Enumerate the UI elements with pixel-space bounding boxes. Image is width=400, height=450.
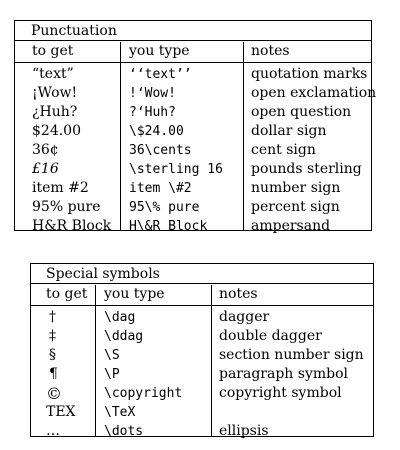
cell-you-type: H\&R Block: [129, 219, 208, 234]
table-row: © \copyright copyright symbol: [31, 384, 373, 403]
cell-notes: copyright symbol: [219, 385, 342, 401]
cell-to-get: ©: [46, 384, 62, 403]
table-header-row: to get you type notes: [31, 285, 373, 306]
cell-you-type: \sterling 16: [129, 162, 223, 177]
table-row: TEX \TeX: [31, 403, 373, 422]
cell-to-get: 36¢: [32, 142, 59, 158]
cell-to-get: £16: [32, 161, 59, 177]
cell-you-type: ?‘Huh?: [129, 105, 176, 120]
cell-you-type: ‘‘text’’: [129, 67, 192, 82]
cell-to-get: item #2: [32, 180, 89, 196]
column-divider: [120, 42, 121, 230]
table-row: “text” ‘‘text’’ quotation marks: [15, 65, 371, 84]
table-body: † \dag dagger ‡ \ddag double dagger § \S…: [31, 308, 373, 439]
cell-to-get: …: [46, 423, 60, 439]
table-row: † \dag dagger: [31, 308, 373, 327]
cell-notes: cent sign: [251, 142, 316, 158]
table-row: ¡Wow! !‘Wow! open exclamation: [15, 84, 376, 103]
cell-to-get: H&R Block: [32, 218, 112, 234]
cell-to-get: †: [49, 309, 56, 325]
cell-you-type: \dots: [104, 424, 144, 439]
cell-notes: open exclamation: [251, 85, 377, 101]
table-row: £16 \sterling 16 pounds sterling: [15, 160, 371, 179]
cell-notes: double dagger: [219, 328, 322, 344]
table-row: H&R Block H\&R Block ampersand: [15, 217, 371, 236]
cell-notes: ellipsis: [219, 423, 269, 439]
cell-to-get: §: [49, 347, 56, 363]
cell-notes: percent sign: [251, 199, 340, 215]
cell-you-type: !‘Wow!: [129, 86, 176, 101]
cell-to-get: “text”: [32, 66, 74, 82]
cell-notes: number sign: [251, 180, 341, 196]
column-divider: [95, 285, 96, 436]
table-row: item #2 item \#2 number sign: [15, 179, 371, 198]
header-to-get: to get: [46, 286, 88, 302]
cell-notes: open question: [251, 104, 352, 120]
cell-to-get: ¶: [49, 366, 58, 382]
cell-notes: dollar sign: [251, 123, 327, 139]
column-divider: [243, 42, 244, 230]
cell-you-type: \$24.00: [129, 124, 184, 139]
header-notes: notes: [219, 286, 258, 302]
cell-notes: section number sign: [219, 347, 364, 363]
cell-you-type: item \#2: [129, 181, 192, 196]
special-symbols-table: Special symbols to get you type notes † …: [30, 263, 374, 439]
cell-you-type: \S: [104, 348, 120, 363]
table-row: 36¢ 36\cents cent sign: [15, 141, 371, 160]
cell-notes: dagger: [219, 309, 270, 325]
cell-to-get: ¿Huh?: [32, 104, 78, 120]
cell-notes: paragraph symbol: [219, 366, 349, 382]
table-row: ‡ \ddag double dagger: [31, 327, 373, 346]
cell-you-type: \TeX: [104, 405, 136, 420]
table-header-row: to get you type notes: [15, 42, 371, 63]
cell-notes: pounds sterling: [251, 161, 362, 177]
header-to-get: to get: [32, 43, 74, 59]
cell-notes: ampersand: [251, 218, 331, 234]
table-row: ¿Huh? ?‘Huh? open question: [15, 103, 371, 122]
table-row: 95% pure 95\% pure percent sign: [15, 198, 371, 217]
table-body: “text” ‘‘text’’ quotation marks ¡Wow! !‘…: [15, 65, 376, 234]
cell-you-type: \ddag: [104, 329, 144, 344]
table-row: $24.00 \$24.00 dollar sign: [15, 122, 371, 141]
cell-you-type: \dag: [104, 310, 136, 325]
punctuation-table: Punctuation to get you type notes “text”…: [14, 20, 376, 234]
cell-notes: quotation marks: [251, 66, 368, 82]
table-row: … \dots ellipsis: [31, 422, 373, 441]
cell-to-get: 95% pure: [32, 199, 101, 215]
table-row: ¶ \P paragraph symbol: [31, 365, 373, 384]
cell-you-type: 36\cents: [129, 143, 192, 158]
cell-to-get: ‡: [49, 328, 56, 344]
header-notes: notes: [251, 43, 290, 59]
cell-to-get: ¡Wow!: [32, 85, 78, 101]
cell-you-type: \P: [104, 367, 120, 382]
cell-you-type: \copyright: [104, 386, 183, 401]
cell-to-get: TEX: [46, 404, 76, 420]
table-title: Punctuation: [15, 21, 371, 41]
header-you-type: you type: [104, 286, 165, 302]
header-you-type: you type: [129, 43, 190, 59]
table-row: § \S section number sign: [31, 346, 373, 365]
table-title: Special symbols: [31, 264, 373, 284]
cell-you-type: 95\% pure: [129, 200, 200, 215]
column-divider: [211, 285, 212, 436]
cell-to-get: $24.00: [32, 123, 81, 139]
